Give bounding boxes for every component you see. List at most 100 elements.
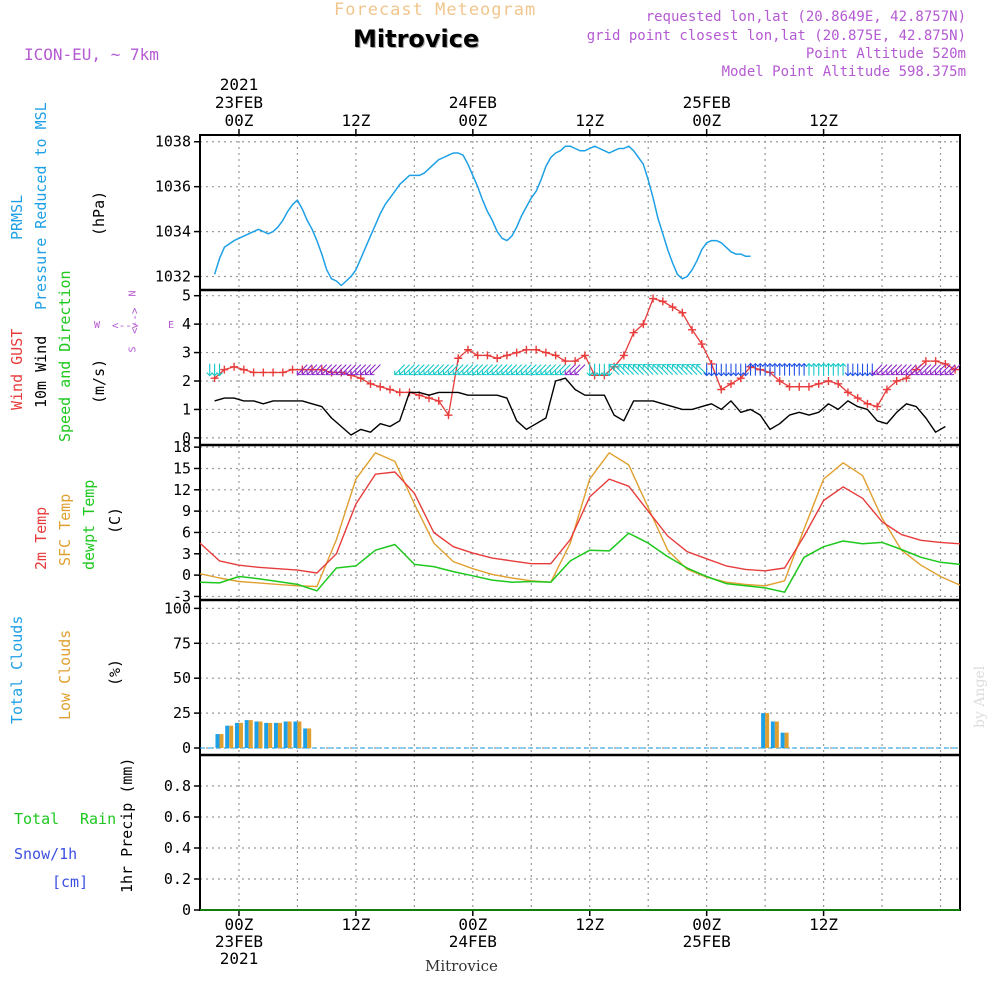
y-tick-label: 0 xyxy=(182,739,191,757)
gust-marker xyxy=(834,379,843,388)
wind-direction-arrow xyxy=(776,362,784,376)
gust-marker xyxy=(249,368,258,377)
panel-frame xyxy=(199,134,961,291)
wind-direction-arrow xyxy=(360,364,372,376)
wind-direction-arrow xyxy=(815,362,823,376)
total-clouds-bar xyxy=(254,721,259,749)
wind-direction-arrow xyxy=(881,364,893,376)
x-tick-label-bottom: 12Z xyxy=(809,915,838,934)
wind-direction-arrow xyxy=(722,363,730,377)
wind-direction-arrow xyxy=(321,364,333,376)
wind-direction-arrow xyxy=(647,364,659,376)
y-tick-label: 1 xyxy=(182,400,191,418)
x-tick-label-bottom: 24FEB xyxy=(449,932,497,951)
total-clouds-bar xyxy=(770,721,775,749)
x-tick-label-bottom: 2021 xyxy=(220,949,259,968)
gust-marker xyxy=(639,320,648,329)
wind-direction-arrow xyxy=(756,362,764,376)
low-clouds-bar xyxy=(765,713,770,749)
wind-direction-arrow xyxy=(496,364,508,376)
wind-direction-arrow xyxy=(364,364,376,376)
wind-direction-arrow xyxy=(657,364,669,376)
gust-marker xyxy=(688,325,697,334)
chart-title: Forecast Meteogram xyxy=(334,0,537,20)
gust-marker xyxy=(873,402,882,411)
y-tick-label: 1034 xyxy=(155,223,191,241)
gust-marker xyxy=(512,348,521,357)
wind-direction-arrow xyxy=(216,363,223,377)
gust-marker xyxy=(473,351,482,360)
x-tick-label-bottom: 12Z xyxy=(341,915,370,934)
total-clouds-bar xyxy=(215,734,220,749)
snow-unit: [cm] xyxy=(52,873,89,891)
wind-direction-arrow xyxy=(642,364,654,376)
wind-direction-arrow xyxy=(727,363,735,377)
wind-direction-arrow xyxy=(550,364,562,376)
total-clouds-bar xyxy=(283,721,288,749)
wind-direction-arrow xyxy=(306,364,318,376)
wind-direction-arrow xyxy=(350,364,362,376)
wind-direction-arrow xyxy=(667,364,678,376)
footer-location: Mitrovice xyxy=(425,957,498,975)
wind-direction-arrow xyxy=(632,364,644,376)
y-tick-label: 0.4 xyxy=(164,839,191,857)
wind-direction-arrow xyxy=(825,362,832,376)
y-tick-label: 0 xyxy=(182,429,191,447)
gust-marker xyxy=(561,357,570,366)
wind-direction-arrow xyxy=(771,362,779,376)
gust-marker xyxy=(795,382,804,391)
temp-2m-line xyxy=(199,471,961,574)
wind-direction-arrow xyxy=(876,364,888,376)
wind-direction-arrow xyxy=(895,364,907,376)
x-tick-label-bottom: 23FEB xyxy=(215,932,263,951)
gust-marker xyxy=(551,351,560,360)
wind-direction-arrow xyxy=(520,364,532,376)
total-clouds-bar xyxy=(264,722,269,749)
gust-marker xyxy=(454,354,463,363)
wind-direction-arrow xyxy=(428,364,440,376)
wind-direction-arrow xyxy=(491,364,503,376)
wind-direction-arrow xyxy=(345,364,357,376)
model-altitude: Model Point Altitude 598.375m xyxy=(721,64,966,80)
compass-w: W xyxy=(94,320,101,331)
wind-direction-arrow xyxy=(652,364,664,376)
y-tick-label: 1038 xyxy=(155,133,191,151)
wind-direction-arrow xyxy=(628,364,639,376)
low-clouds-bar xyxy=(258,721,263,749)
wind-direction-arrow xyxy=(696,364,708,376)
total-clouds-bar xyxy=(244,720,249,749)
gust-marker xyxy=(843,388,852,397)
gust-marker xyxy=(259,368,268,377)
wind-direction-arrow xyxy=(949,364,961,376)
x-tick-label-top: 00Z xyxy=(225,111,254,130)
total-clouds-bar xyxy=(234,722,239,749)
gust-marker xyxy=(649,294,658,303)
y-tick-label: 9 xyxy=(182,502,191,520)
low-clouds-bar xyxy=(229,725,234,749)
wind-direction-arrow xyxy=(805,362,813,376)
wind-direction-arrow xyxy=(891,364,903,376)
wind-direction-arrow xyxy=(301,364,313,376)
wind-direction-arrow xyxy=(713,363,720,377)
grid-point-coords: grid point closest lon,lat (20.875E, 42.… xyxy=(586,28,966,44)
gust-marker xyxy=(288,365,297,374)
wind-direction-arrow xyxy=(790,362,798,376)
gust-marker xyxy=(863,399,872,408)
wind-direction-arrow xyxy=(859,363,866,377)
y-tick-label: 0.2 xyxy=(164,870,191,888)
gust-marker xyxy=(522,345,531,354)
wind-direction-arrow xyxy=(569,364,581,376)
wind-direction-arrow xyxy=(681,364,693,376)
gust-marker xyxy=(580,351,589,360)
y-tick-label: 75 xyxy=(173,634,191,652)
wind-direction-arrow xyxy=(442,364,454,376)
pressure-line xyxy=(213,145,751,287)
wind-direction-arrow xyxy=(703,363,711,377)
wind-direction-arrow xyxy=(452,364,464,376)
wind-direction-arrow xyxy=(408,364,420,376)
gust-marker xyxy=(483,351,492,360)
y-tick-label: 15 xyxy=(173,459,191,477)
wind-direction-arrow xyxy=(608,364,620,376)
wind-direction-arrow xyxy=(781,362,789,376)
wind-direction-arrow xyxy=(462,364,474,376)
